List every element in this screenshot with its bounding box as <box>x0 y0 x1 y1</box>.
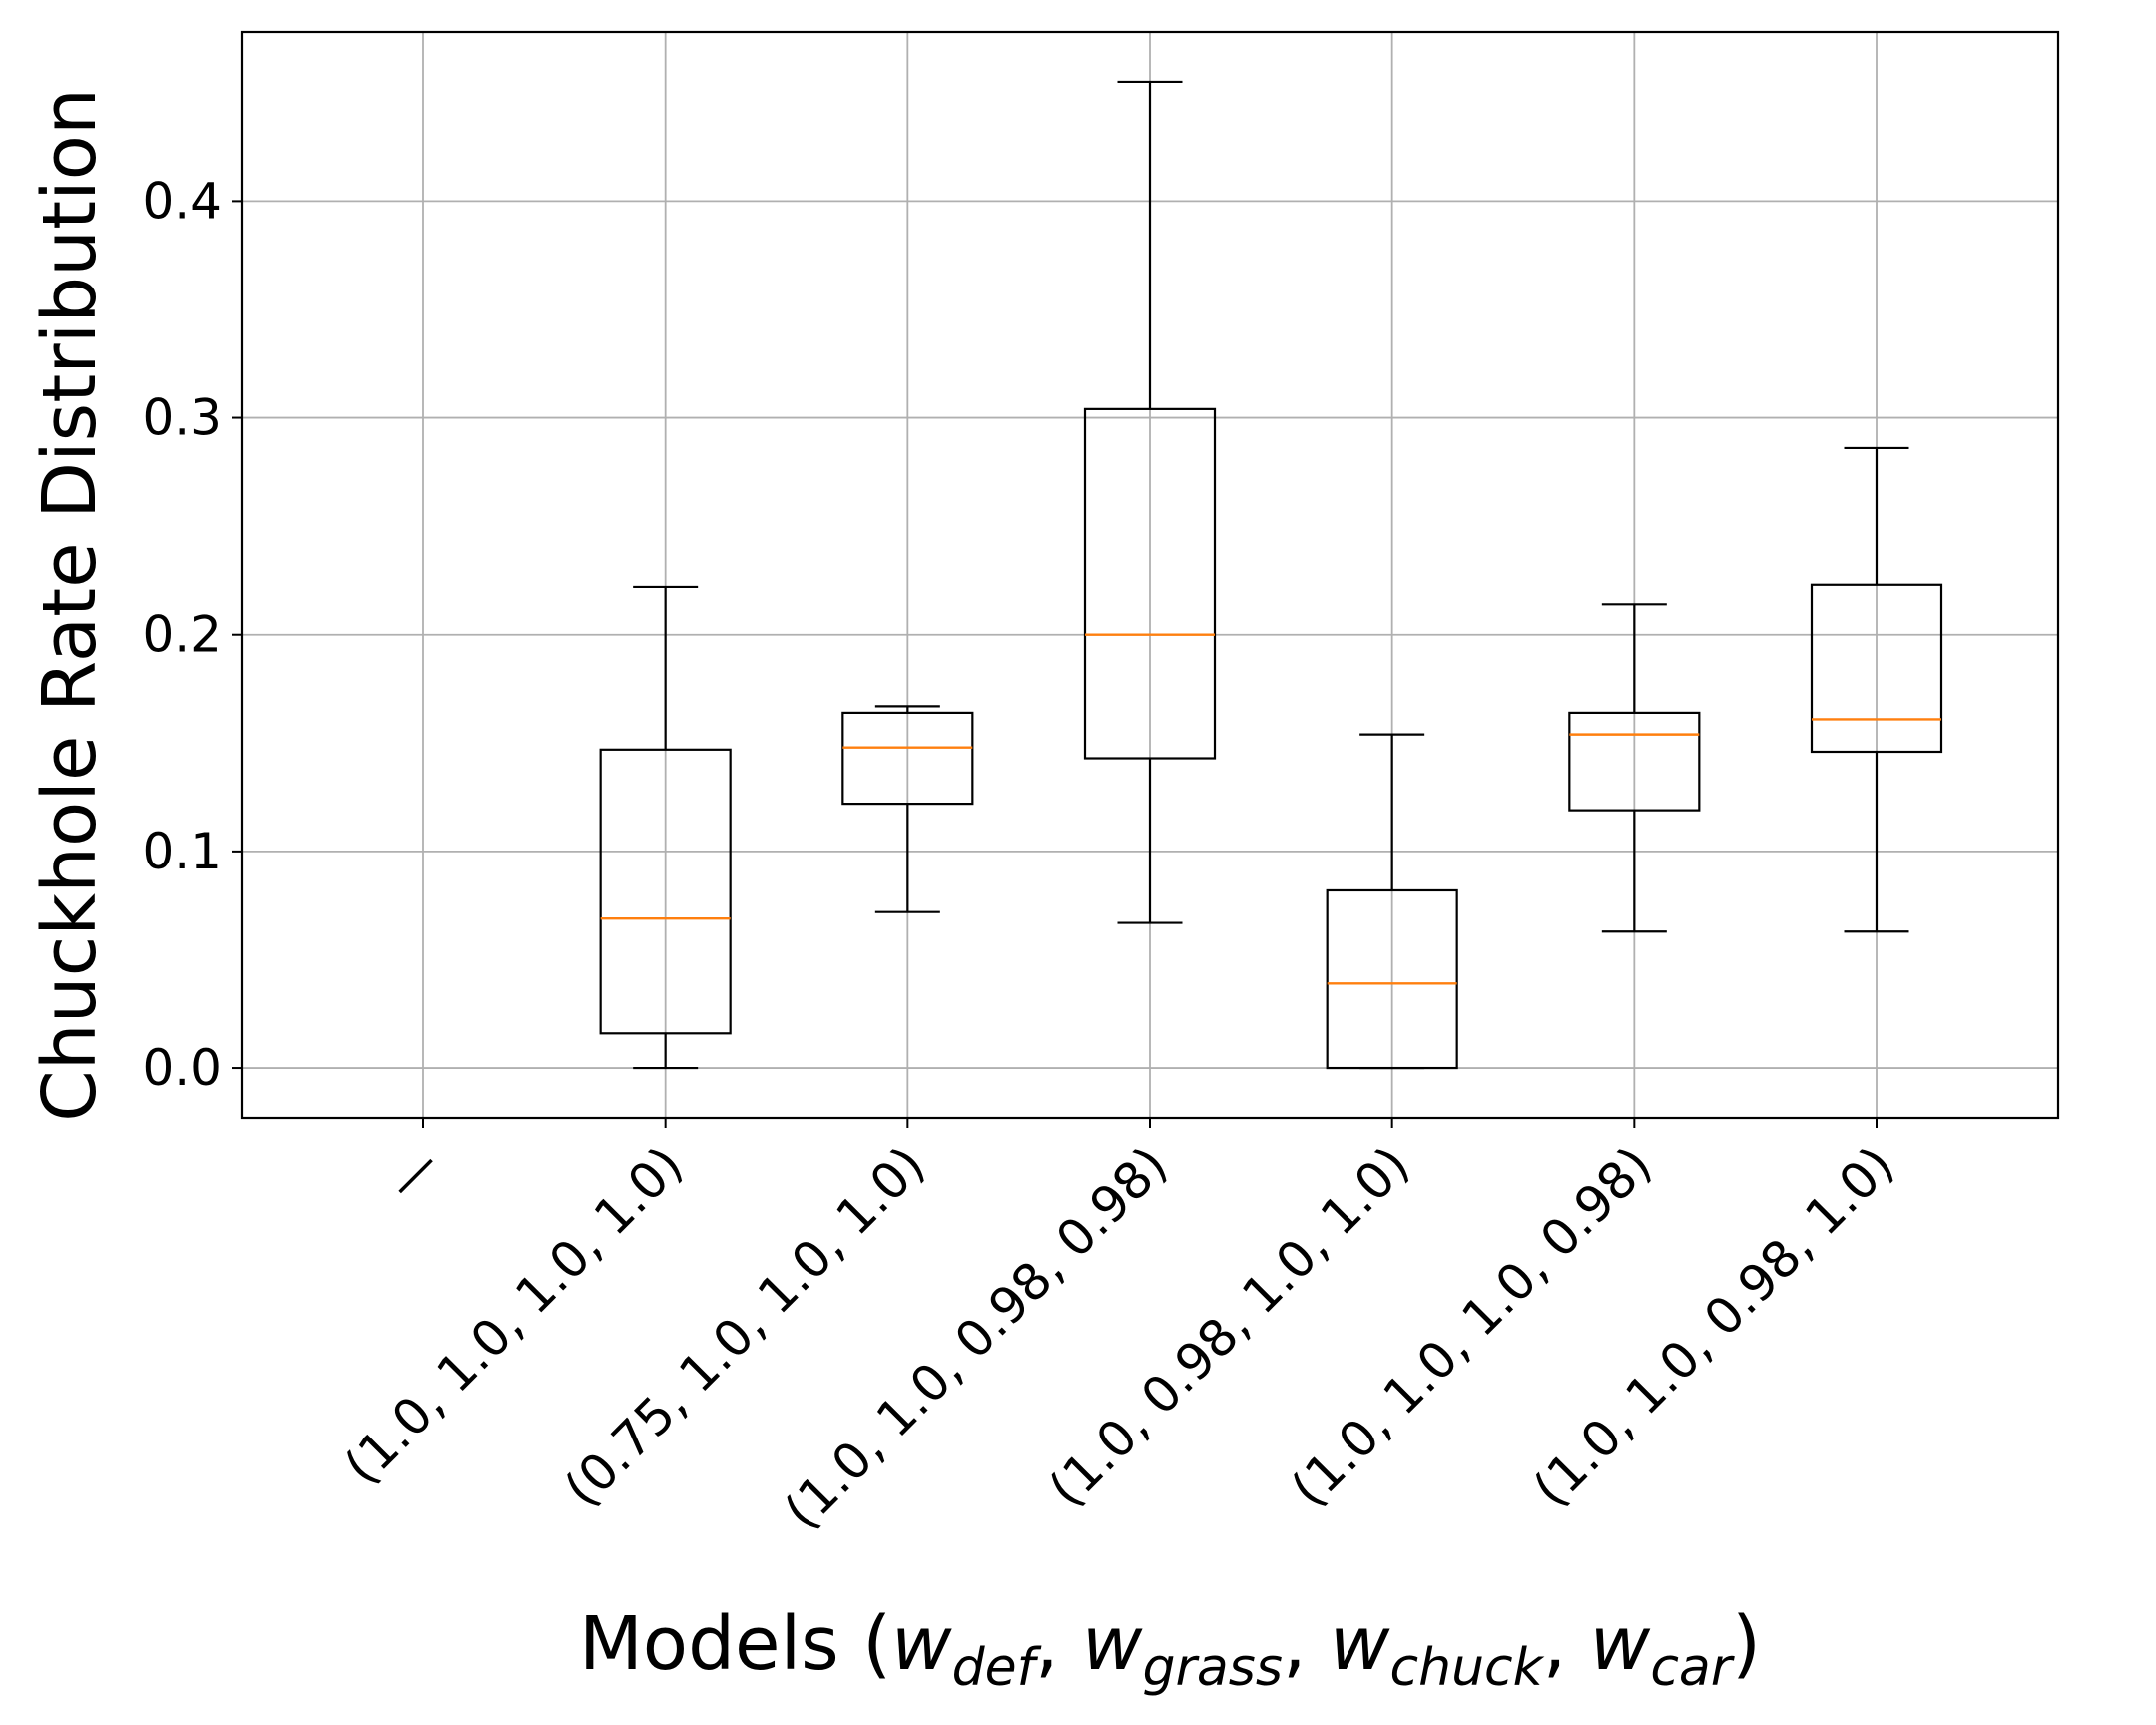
box-iqr <box>841 711 974 806</box>
x-label-sep: , <box>1543 1601 1590 1687</box>
x-label-subscript: chuck <box>1390 1638 1545 1698</box>
x-label-subscript: car <box>1650 1638 1735 1698</box>
box-iqr <box>1568 711 1701 812</box>
x-label-sep: , <box>1283 1601 1330 1687</box>
y-axis-label-group: Chuckhole Rate Distribution <box>27 88 113 1122</box>
boxes <box>599 80 1943 1070</box>
x-label-var: w <box>891 1601 952 1687</box>
y-axis-label: Chuckhole Rate Distribution <box>27 88 113 1122</box>
y-tick-label: 0.1 <box>142 823 222 880</box>
box-2 <box>841 705 974 913</box>
x-label-var: w <box>1590 1601 1651 1687</box>
box-3 <box>1083 80 1217 924</box>
x-label-subscript: grass <box>1143 1638 1283 1698</box>
box-1 <box>599 585 732 1070</box>
box-4 <box>1326 733 1458 1070</box>
x-label-prefix: Models ( <box>579 1601 891 1687</box>
x-label-subscript: def <box>952 1638 1042 1698</box>
box-6 <box>1810 446 1943 933</box>
y-tick-label: 0.2 <box>142 606 222 664</box>
x-axis-label: Models (wdef, wgrass, wchuck, wcar) <box>579 1601 1761 1698</box>
box-iqr <box>1083 407 1217 760</box>
box-iqr <box>599 748 732 1035</box>
x-label-sep: , <box>1035 1601 1082 1687</box>
x-label-var: w <box>1330 1601 1390 1687</box>
box-iqr <box>1326 888 1458 1070</box>
box-iqr <box>1810 583 1943 754</box>
x-label-var: w <box>1082 1601 1143 1687</box>
y-tick-label: 0.0 <box>142 1039 222 1097</box>
y-tick-label: 0.4 <box>142 172 222 230</box>
y-tick-label: 0.3 <box>142 389 222 447</box>
box-5 <box>1568 603 1701 933</box>
x-label-sep: ) <box>1732 1601 1761 1687</box>
